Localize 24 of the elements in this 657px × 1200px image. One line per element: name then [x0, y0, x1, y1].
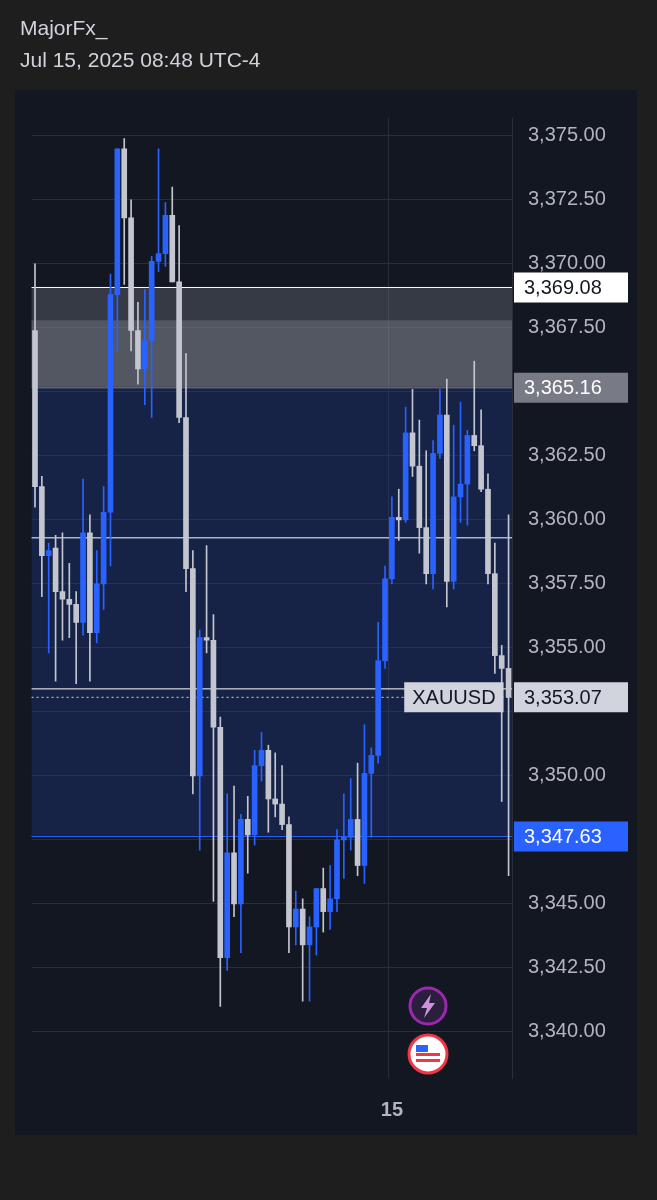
y-tick-label: 3,350.00 — [528, 763, 606, 786]
ref-line-label: 3,353.07 — [524, 685, 602, 708]
y-tick-label: 3,357.50 — [528, 571, 606, 594]
y-tick-label: 3,367.50 — [528, 315, 606, 338]
candlestick — [244, 796, 251, 874]
y-tick-label: 3,340.00 — [528, 1019, 606, 1042]
y-tick-label: 3,362.50 — [528, 443, 606, 466]
candlestick — [395, 488, 402, 541]
y-tick-label: 3,345.00 — [528, 891, 606, 914]
ref-line-label: 3,369.08 — [524, 275, 602, 298]
y-tick-label: 3,342.50 — [528, 955, 606, 978]
ref-line-label: 3,365.16 — [524, 376, 602, 399]
candlestick — [45, 542, 52, 654]
y-tick-label: 3,360.00 — [528, 507, 606, 530]
y-tick-label: 3,355.00 — [528, 635, 606, 658]
y-tick-label: 3,372.50 — [528, 187, 606, 210]
chart-subtitle: Jul 15, 2025 08:48 UTC-4 — [20, 47, 261, 73]
chart-title: MajorFx_ — [20, 15, 109, 42]
x-tick-label: 15 — [380, 1097, 404, 1120]
ref-line-label: 3,347.63 — [524, 825, 602, 848]
annotation: XAUUSD — [412, 685, 496, 708]
y-tick-label: 3,375.00 — [528, 123, 606, 146]
y-tick-label: 3,370.00 — [528, 251, 606, 274]
candlestick — [272, 752, 279, 818]
